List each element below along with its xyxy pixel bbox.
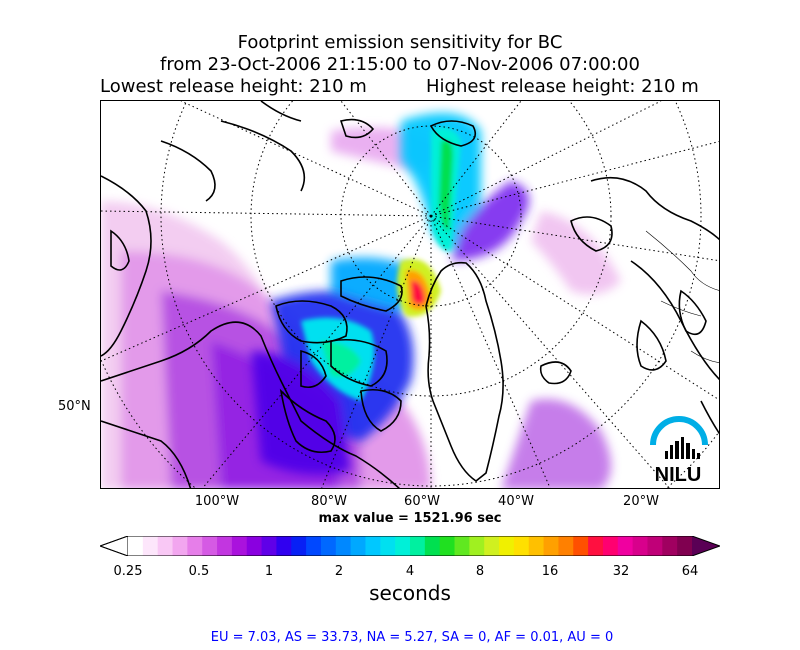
- map-canvas: NILU: [101, 101, 719, 488]
- colorbar-segment: [632, 536, 649, 556]
- colorbar-segment: [380, 536, 396, 556]
- colorbar-start-arrow: [100, 536, 129, 556]
- colorbar-segment: [528, 536, 545, 556]
- colorbar-tick: 64: [681, 564, 699, 579]
- colorbar-segment: [217, 536, 233, 556]
- colorbar-segment: [647, 536, 663, 556]
- colorbar-segment: [424, 536, 441, 556]
- lon-label-100w: 100°W: [194, 494, 240, 509]
- colorbar-segment: [588, 536, 604, 556]
- colorbar-tick: 0.25: [113, 564, 143, 579]
- colorbar-segment: [395, 536, 411, 556]
- colorbar-segment: [558, 536, 574, 556]
- sensitivity-field: [101, 113, 621, 488]
- region-totals: EU = 7.03, AS = 33.73, NA = 5.27, SA = 0…: [210, 630, 614, 645]
- colorbar-segment: [410, 536, 426, 556]
- colorbar-segment: [231, 536, 248, 556]
- colorbar-segment: [677, 536, 693, 556]
- colorbar-segment: [335, 536, 352, 556]
- colorbar-segment: [291, 536, 307, 556]
- lon-label-80w: 80°W: [311, 494, 347, 509]
- colorbar-tick: 4: [405, 564, 415, 579]
- colorbar-segment: [513, 536, 530, 556]
- colorbar-segment: [276, 536, 292, 556]
- colorbar-tick: 0.5: [188, 564, 210, 579]
- borders: [645, 230, 719, 363]
- colorbar-tick: 1: [264, 564, 274, 579]
- colorbar-segment: [499, 536, 515, 556]
- colorbar-segment: [365, 536, 381, 556]
- colorbar-segment: [469, 536, 485, 556]
- colorbar-segment: [573, 536, 589, 556]
- lon-label-40w: 40°W: [498, 494, 534, 509]
- lowest-release-height: Lowest release height: 210 m: [100, 76, 367, 97]
- colorbar-end-arrow: [692, 536, 720, 556]
- title-line-2: from 23-Oct-2006 21:15:00 to 07-Nov-2006…: [160, 54, 640, 75]
- colorbar-segment: [306, 536, 322, 556]
- colorbar-segment: [454, 536, 470, 556]
- colorbar-segment: [128, 536, 144, 556]
- colorbar-segment: [350, 536, 367, 556]
- colorbar-units: seconds: [369, 581, 451, 605]
- colorbar-segment: [202, 536, 218, 556]
- lat-label-50n: 50°N: [58, 399, 91, 414]
- colorbar-segment: [602, 536, 619, 556]
- lon-label-20w: 20°W: [623, 494, 659, 509]
- coastlines: [101, 101, 719, 488]
- colorbar: [100, 536, 720, 556]
- nilu-logo: NILU: [650, 416, 708, 486]
- colorbar-segment: [157, 536, 174, 556]
- footprint-map: NILU: [100, 100, 720, 489]
- colorbar-segment: [261, 536, 278, 556]
- colorbar-segment: [439, 536, 456, 556]
- colorbar-segment: [617, 536, 634, 556]
- colorbar-tick: 8: [475, 564, 485, 579]
- colorbar-segment: [543, 536, 560, 556]
- max-value-label: max value = 1521.96 sec: [318, 511, 502, 526]
- colorbar-tick: 2: [334, 564, 344, 579]
- colorbar-segment: [662, 536, 678, 556]
- colorbar-segment: [142, 536, 159, 556]
- lon-label-60w: 60°W: [404, 494, 440, 509]
- colorbar-tick: 16: [541, 564, 559, 579]
- colorbar-segment: [187, 536, 203, 556]
- colorbar-tick: 32: [612, 564, 630, 579]
- nilu-logo-text: NILU: [655, 464, 702, 486]
- colorbar-segment: [484, 536, 500, 556]
- highest-release-height: Highest release height: 210 m: [426, 76, 699, 97]
- colorbar-segment: [172, 536, 188, 556]
- colorbar-segment: [320, 536, 337, 556]
- title-line-1: Footprint emission sensitivity for BC: [237, 32, 563, 53]
- colorbar-segment: [246, 536, 263, 556]
